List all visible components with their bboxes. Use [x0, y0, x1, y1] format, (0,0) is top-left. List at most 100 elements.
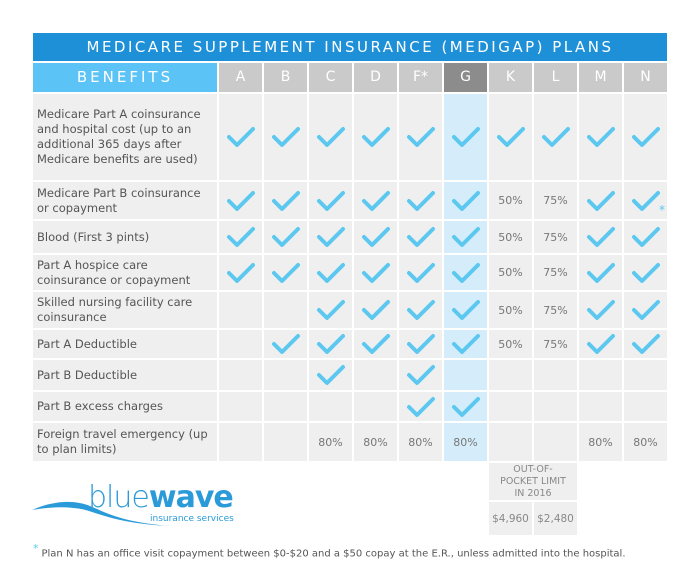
check-icon: *	[624, 182, 667, 219]
check-icon	[399, 292, 442, 328]
check-icon	[579, 182, 622, 219]
check-icon	[219, 94, 262, 180]
benefit-label: Medicare Part A coinsurance and hospital…	[33, 94, 217, 180]
check-icon	[444, 94, 487, 180]
coverage-percent: 50%	[489, 255, 532, 290]
check-icon	[354, 94, 397, 180]
empty-cell	[354, 360, 397, 390]
empty-cell	[534, 360, 577, 390]
empty-cell	[264, 360, 307, 390]
check-icon	[624, 221, 667, 253]
empty-cell	[219, 292, 262, 328]
check-icon	[444, 221, 487, 253]
coverage-percent: 75%	[534, 255, 577, 290]
check-icon	[354, 255, 397, 290]
check-icon	[444, 292, 487, 328]
coverage-percent: 50%	[489, 182, 532, 219]
check-icon	[579, 292, 622, 328]
check-icon	[444, 255, 487, 290]
check-icon	[309, 182, 352, 219]
check-icon	[354, 292, 397, 328]
check-icon	[624, 330, 667, 358]
check-icon	[264, 221, 307, 253]
benefit-label: Skilled nursing facility care coinsuranc…	[33, 292, 217, 328]
empty-cell	[219, 392, 262, 421]
coverage-percent: 80%	[399, 423, 442, 461]
check-icon	[309, 360, 352, 390]
out-of-pocket-k: $4,960	[489, 502, 532, 535]
empty-cell	[579, 392, 622, 421]
coverage-percent: 75%	[534, 221, 577, 253]
coverage-percent: 80%	[624, 423, 667, 461]
empty-cell	[219, 423, 262, 461]
footnote: * Plan N has an office visit copayment be…	[33, 542, 626, 559]
empty-cell	[354, 392, 397, 421]
empty-cell	[489, 360, 532, 390]
check-icon	[309, 292, 352, 328]
empty-cell	[309, 392, 352, 421]
benefit-label: Part A Deductible	[33, 330, 217, 358]
logo-text-bold: wave	[148, 480, 234, 515]
footnote-text: Plan N has an office visit copayment bet…	[41, 548, 626, 560]
check-icon	[354, 330, 397, 358]
plan-header-k: K	[489, 63, 532, 92]
wave-icon	[32, 501, 170, 526]
check-icon	[624, 292, 667, 328]
benefit-label: Part B Deductible	[33, 360, 217, 390]
check-icon	[399, 392, 442, 421]
check-icon	[444, 330, 487, 358]
empty-cell	[534, 392, 577, 421]
check-icon	[579, 255, 622, 290]
check-icon	[399, 255, 442, 290]
empty-cell	[489, 392, 532, 421]
coverage-percent: 80%	[444, 423, 487, 461]
check-icon	[219, 221, 262, 253]
check-icon	[264, 94, 307, 180]
check-icon	[489, 94, 532, 180]
coverage-percent: 80%	[354, 423, 397, 461]
check-icon	[444, 182, 487, 219]
coverage-percent: 80%	[309, 423, 352, 461]
coverage-percent: 50%	[489, 330, 532, 358]
empty-cell	[624, 360, 667, 390]
footnote-marker: *	[33, 542, 39, 555]
check-icon	[399, 330, 442, 358]
check-icon	[624, 94, 667, 180]
benefit-label: Part A hospice care coinsurance or copay…	[33, 255, 217, 290]
coverage-percent: 80%	[579, 423, 622, 461]
bluewave-logo: bluewave insurance services	[30, 482, 240, 528]
coverage-percent: 50%	[489, 221, 532, 253]
plan-header-f: F*	[399, 63, 442, 92]
empty-cell	[219, 360, 262, 390]
empty-cell	[264, 392, 307, 421]
logo-text-light: blue	[88, 480, 150, 515]
plan-header-a: A	[219, 63, 262, 92]
logo-tagline: insurance services	[150, 514, 234, 524]
coverage-percent: 75%	[534, 330, 577, 358]
plan-header-m: M	[579, 63, 622, 92]
check-icon	[309, 221, 352, 253]
coverage-percent: 75%	[534, 182, 577, 219]
empty-cell	[579, 360, 622, 390]
benefit-label: Part B excess charges	[33, 392, 217, 421]
check-icon	[264, 330, 307, 358]
benefit-label: Blood (First 3 pints)	[33, 221, 217, 253]
check-icon	[534, 94, 577, 180]
check-icon	[264, 182, 307, 219]
plan-header-d: D	[354, 63, 397, 92]
check-icon	[624, 255, 667, 290]
empty-cell	[219, 330, 262, 358]
check-icon	[399, 182, 442, 219]
check-icon	[219, 182, 262, 219]
benefit-label: Foreign travel emergency (up to plan lim…	[33, 423, 217, 461]
empty-cell	[444, 360, 487, 390]
check-icon	[309, 94, 352, 180]
plan-header-l: L	[534, 63, 577, 92]
check-icon	[444, 392, 487, 421]
empty-cell	[489, 423, 532, 461]
check-icon	[354, 182, 397, 219]
check-icon	[399, 94, 442, 180]
check-icon	[579, 94, 622, 180]
empty-cell	[264, 423, 307, 461]
